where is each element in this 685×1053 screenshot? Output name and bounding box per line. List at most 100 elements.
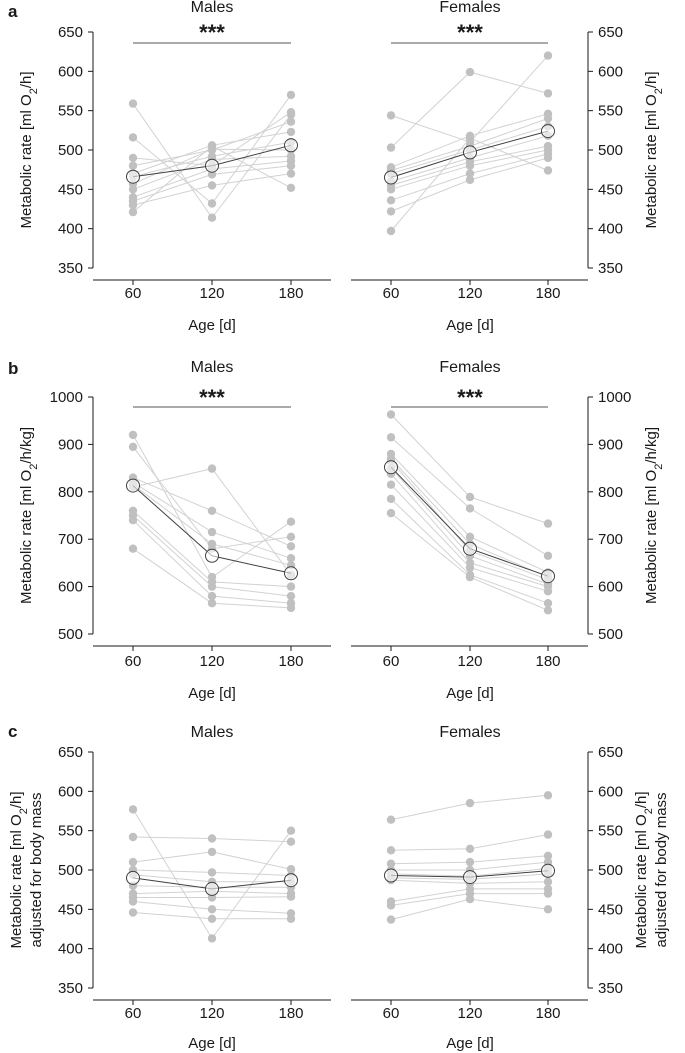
y-tick-label: 800 bbox=[58, 484, 83, 501]
individual-point bbox=[207, 591, 217, 601]
y-tick-label: 500 bbox=[598, 142, 623, 159]
individual-point bbox=[128, 897, 138, 906]
individual-point bbox=[128, 544, 138, 553]
y-tick-label: 350 bbox=[598, 260, 623, 277]
individual-point bbox=[386, 226, 396, 236]
y-tick-label: 400 bbox=[58, 941, 83, 958]
individual-point bbox=[386, 846, 396, 855]
individual-point bbox=[207, 464, 217, 473]
y-tick-label: 1000 bbox=[598, 389, 631, 406]
x-tick-label: 120 bbox=[199, 285, 224, 302]
individual-point bbox=[543, 153, 553, 163]
x-axis-label: Age [d] bbox=[188, 317, 236, 334]
chart-title: Females bbox=[439, 724, 500, 741]
individual-point bbox=[207, 934, 217, 943]
individual-point bbox=[465, 894, 475, 904]
individual-point bbox=[128, 99, 138, 108]
individual-point bbox=[286, 532, 296, 541]
chart-b-males: b Males 500 600 700 800 900 1000 Metabolic rate … bbox=[8, 359, 331, 702]
individual-point bbox=[128, 908, 138, 917]
individual-point bbox=[207, 868, 217, 877]
mean-point bbox=[284, 138, 298, 153]
ylabel-line-1: Metabolic rate [ml O2/h] bbox=[633, 791, 655, 948]
mean-point bbox=[541, 569, 555, 584]
y-tick-label: 900 bbox=[58, 436, 83, 453]
individual-point bbox=[128, 133, 138, 142]
individual-point bbox=[543, 166, 553, 175]
individual-point bbox=[207, 914, 217, 923]
individual-point bbox=[286, 582, 296, 591]
y-tick-label: 500 bbox=[58, 142, 83, 159]
ylabel-line-1: Metabolic rate [ml O2/h] bbox=[8, 791, 30, 948]
x-axis-label: Age [d] bbox=[446, 685, 494, 702]
mean-point bbox=[205, 158, 219, 173]
x-tick-label: 60 bbox=[125, 285, 142, 302]
chart-c-males: c Males 350 400 450 500 550 600 650 Metabolic rat… bbox=[8, 722, 331, 1052]
individual-point bbox=[286, 603, 296, 613]
significance-stars: *** bbox=[199, 20, 225, 45]
y-tick-label: 650 bbox=[58, 744, 83, 761]
y-axis-label: Metabolic rate [ml O2/h] adjusted for bod… bbox=[8, 791, 45, 948]
individual-point bbox=[543, 89, 553, 98]
individual-point bbox=[286, 554, 296, 563]
mean-point bbox=[284, 566, 298, 581]
individual-point bbox=[207, 141, 217, 151]
mean-point bbox=[126, 478, 140, 493]
chart-c-females: Females 350 400 450 500 550 600 650 Metabolic ra… bbox=[351, 724, 670, 1052]
individual-point bbox=[543, 51, 553, 60]
x-tick-label: 120 bbox=[457, 1005, 482, 1022]
panel-letter-c: c bbox=[8, 722, 17, 741]
individual-point bbox=[543, 791, 553, 800]
individual-point bbox=[386, 410, 396, 419]
individual-point bbox=[286, 117, 296, 126]
x-tick-label: 180 bbox=[535, 653, 560, 670]
x-tick-label: 60 bbox=[125, 1005, 142, 1022]
individual-point bbox=[465, 67, 475, 77]
mean-point bbox=[541, 124, 555, 139]
individual-point bbox=[286, 865, 296, 874]
individual-point bbox=[207, 527, 217, 537]
x-tick-label: 180 bbox=[278, 1005, 303, 1022]
y-tick-label: 550 bbox=[598, 103, 623, 120]
individual-point bbox=[465, 563, 475, 572]
individual-point bbox=[286, 892, 296, 901]
individual-point bbox=[207, 582, 217, 591]
individual-point bbox=[465, 161, 475, 170]
individual-point bbox=[386, 196, 396, 205]
individual-point bbox=[286, 826, 296, 835]
y-tick-label: 600 bbox=[598, 63, 623, 80]
individual-point bbox=[286, 837, 296, 846]
individual-point bbox=[543, 587, 553, 596]
individual-point bbox=[128, 161, 138, 170]
y-tick-label: 600 bbox=[58, 63, 83, 80]
y-tick-label: 600 bbox=[58, 783, 83, 800]
mean-point bbox=[463, 145, 477, 160]
individual-point bbox=[543, 905, 553, 914]
y-tick-label: 550 bbox=[598, 823, 623, 840]
y-tick-label: 450 bbox=[598, 901, 623, 918]
individual-point bbox=[465, 169, 475, 178]
chart-title: Females bbox=[439, 0, 500, 16]
x-axis-label: Age [d] bbox=[446, 317, 494, 334]
y-tick-label: 450 bbox=[598, 181, 623, 198]
chart-title: Males bbox=[191, 724, 234, 741]
individual-point bbox=[207, 181, 217, 190]
individual-point bbox=[465, 857, 475, 867]
individual-point bbox=[543, 114, 553, 123]
x-tick-label: 120 bbox=[199, 653, 224, 670]
individual-point bbox=[207, 847, 217, 857]
y-axis-label: Metabolic rate [ml O2/h/kg] bbox=[18, 427, 40, 604]
y-axis-label: Metabolic rate [ml O2/h] bbox=[18, 71, 40, 228]
panel-letter-b: b bbox=[8, 359, 18, 378]
individual-point bbox=[128, 516, 138, 525]
y-tick-label: 350 bbox=[58, 260, 83, 277]
y-tick-label: 400 bbox=[598, 941, 623, 958]
y-tick-label: 1000 bbox=[50, 389, 83, 406]
individual-point bbox=[128, 185, 138, 194]
mean-point bbox=[126, 169, 140, 184]
individual-point bbox=[128, 832, 138, 842]
individual-point bbox=[386, 901, 396, 910]
x-tick-label: 180 bbox=[535, 285, 560, 302]
individual-point bbox=[386, 207, 396, 216]
individual-point bbox=[286, 161, 296, 170]
